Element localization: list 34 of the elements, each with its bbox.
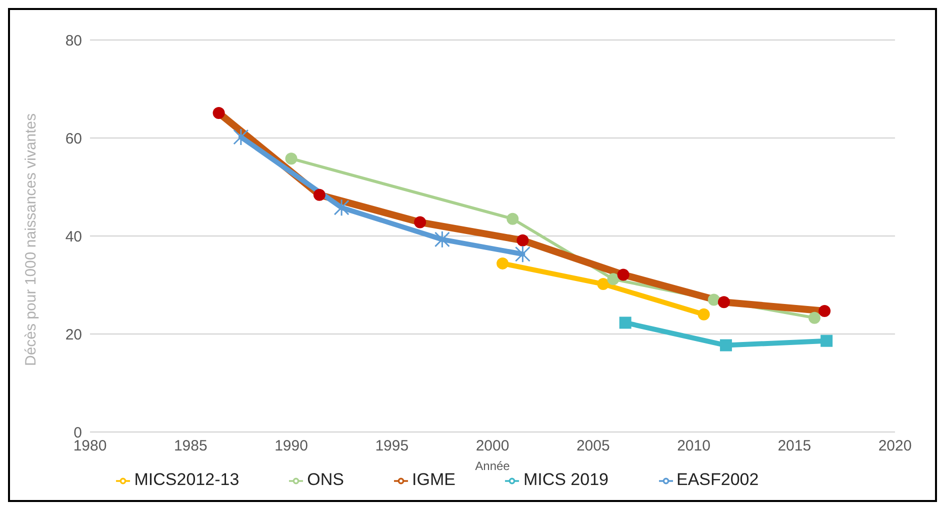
legend-label: MICS 2019 bbox=[523, 470, 608, 489]
point bbox=[285, 152, 298, 165]
point bbox=[233, 128, 249, 146]
x-tick-label: 2005 bbox=[576, 438, 610, 455]
x-tick-label: 2020 bbox=[878, 438, 912, 455]
point bbox=[808, 312, 820, 324]
y-axis-title: Décès pour 1000 naissances vivantes bbox=[22, 113, 40, 366]
point bbox=[506, 212, 519, 225]
point bbox=[708, 294, 720, 306]
x-tick-label: 2000 bbox=[476, 438, 510, 455]
point bbox=[597, 278, 610, 290]
x-tick-label: 2015 bbox=[778, 438, 812, 455]
x-tick-label: 1995 bbox=[375, 438, 409, 455]
legend-label: IGME bbox=[412, 470, 456, 489]
legend-label: ONS bbox=[307, 470, 344, 489]
y-tick-label: 80 bbox=[65, 32, 82, 50]
point bbox=[334, 198, 350, 216]
point bbox=[434, 230, 450, 248]
point bbox=[720, 339, 732, 352]
point bbox=[820, 334, 833, 347]
x-axis-title: Année bbox=[475, 459, 510, 473]
point bbox=[619, 316, 632, 329]
point bbox=[698, 308, 710, 320]
x-tick-label: 2010 bbox=[677, 438, 710, 455]
point bbox=[496, 257, 509, 270]
y-tick-label: 40 bbox=[65, 228, 82, 246]
point bbox=[607, 273, 620, 286]
legend-label: EASF2002 bbox=[676, 470, 759, 489]
legend-label: MICS2012-13 bbox=[134, 470, 240, 489]
y-tick-label: 60 bbox=[65, 130, 82, 148]
y-tick-label: 20 bbox=[65, 326, 82, 344]
x-tick-label: 1985 bbox=[174, 438, 208, 455]
x-tick-label: 1990 bbox=[274, 438, 308, 455]
point bbox=[514, 245, 530, 263]
